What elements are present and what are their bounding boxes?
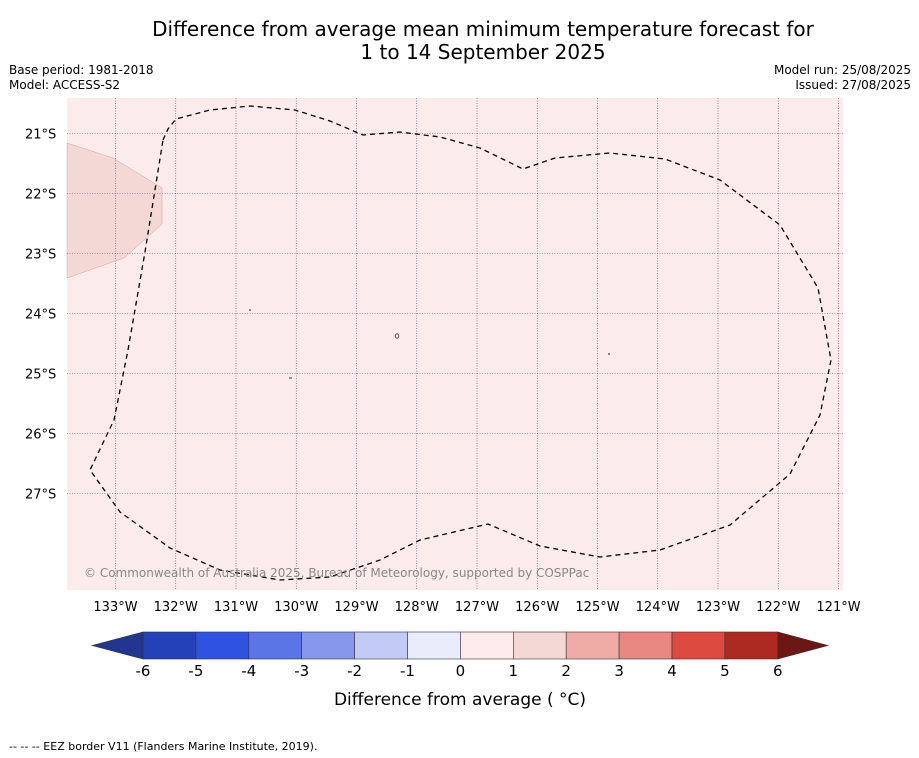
eez-border — [89, 105, 832, 581]
longitude-label: 131°W — [214, 600, 258, 615]
copyright-text: © Commonwealth of Australia 2025, Bureau… — [84, 566, 589, 580]
colorbar-ticks: -6 -5 -4 -3 -2 -1 0 1 2 3 4 5 6 — [136, 662, 783, 680]
island-dot — [394, 333, 400, 339]
map-background — [67, 98, 843, 590]
longitude-label: 127°W — [455, 600, 499, 615]
colorbar-segment — [460, 631, 514, 660]
latitude-label: 24°S — [25, 308, 56, 323]
anomaly-patch — [66, 142, 163, 279]
base-period: Base period: 1981-2018 — [9, 63, 154, 77]
colorbar-label: Difference from average ( °C) — [334, 690, 586, 710]
map-title: Difference from average mean minimum tem… — [0, 18, 919, 64]
eez-footnote: -- -- -- EEZ border V11 (Flanders Marine… — [9, 740, 318, 753]
longitude-label: 126°W — [515, 600, 559, 615]
latitude-label: 23°S — [25, 248, 56, 263]
island-dot — [249, 309, 251, 311]
gridlines — [67, 98, 843, 590]
latitude-label: 27°S — [25, 488, 56, 503]
longitude-label: 124°W — [636, 600, 680, 615]
meta-left: Base period: 1981-2018 Model: ACCESS-S2 — [9, 63, 154, 93]
colorbar-tick-label: 0 — [456, 662, 466, 680]
latitude-label: 22°S — [25, 188, 56, 203]
colorbar-segment — [195, 631, 250, 660]
colorbar-tick-label: -4 — [241, 662, 256, 680]
colorbar-segment — [671, 631, 726, 660]
latitude-label: 21°S — [25, 128, 56, 143]
latitude-label: 25°S — [25, 368, 56, 383]
colorbar-tick-label: -3 — [294, 662, 309, 680]
island-dot — [608, 353, 610, 355]
issued-date: Issued: 27/08/2025 — [795, 78, 911, 92]
longitude-label: 125°W — [575, 600, 619, 615]
colorbar-segment — [301, 631, 355, 660]
colorbar-segment — [142, 631, 197, 660]
longitude-label: 132°W — [154, 600, 198, 615]
longitude-label: 130°W — [274, 600, 318, 615]
longitude-labels: 133°W 132°W 131°W 130°W 129°W 128°W 127°W 126°W… — [93, 600, 860, 615]
colorbar-tick-label: 3 — [614, 662, 624, 680]
colorbar-segment — [618, 631, 673, 660]
model-name: Model: ACCESS-S2 — [9, 78, 121, 92]
colorbar-segment — [354, 631, 408, 660]
meta-right: Model run: 25/08/2025 Issued: 27/08/2025 — [774, 63, 911, 93]
colorbar-tick-label: 2 — [561, 662, 571, 680]
longitude-label: 128°W — [395, 600, 439, 615]
longitude-label: 122°W — [756, 600, 800, 615]
longitude-label: 123°W — [696, 600, 740, 615]
colorbar-segment — [565, 631, 620, 660]
colorbar-segment — [724, 631, 779, 660]
colorbar — [90, 631, 830, 660]
colorbar-tick-label: 6 — [773, 662, 783, 680]
latitude-labels: 21°S 22°S 23°S 24°S 25°S 26°S 27°S — [25, 128, 56, 503]
colorbar-segment — [407, 631, 461, 660]
colorbar-tick-label: -6 — [136, 662, 151, 680]
colorbar-segment — [248, 631, 303, 660]
colorbar-tick-label: 4 — [667, 662, 677, 680]
title-line-2: 1 to 14 September 2025 — [360, 40, 606, 64]
title-line-1: Difference from average mean minimum tem… — [152, 17, 814, 41]
colorbar-tick-label: -1 — [400, 662, 415, 680]
latitude-label: 26°S — [25, 428, 56, 443]
colorbar-low-extend — [90, 631, 144, 660]
colorbar-tick-label: -2 — [347, 662, 362, 680]
longitude-label: 121°W — [816, 600, 860, 615]
longitude-label: 133°W — [93, 600, 137, 615]
model-run: Model run: 25/08/2025 — [773, 63, 911, 77]
colorbar-tick-label: -5 — [188, 662, 203, 680]
colorbar-tick-label: 5 — [720, 662, 730, 680]
longitude-label: 129°W — [334, 600, 378, 615]
colorbar-tick-label: 1 — [509, 662, 519, 680]
colorbar-segment — [512, 631, 567, 660]
colorbar-high-extend — [777, 631, 830, 660]
